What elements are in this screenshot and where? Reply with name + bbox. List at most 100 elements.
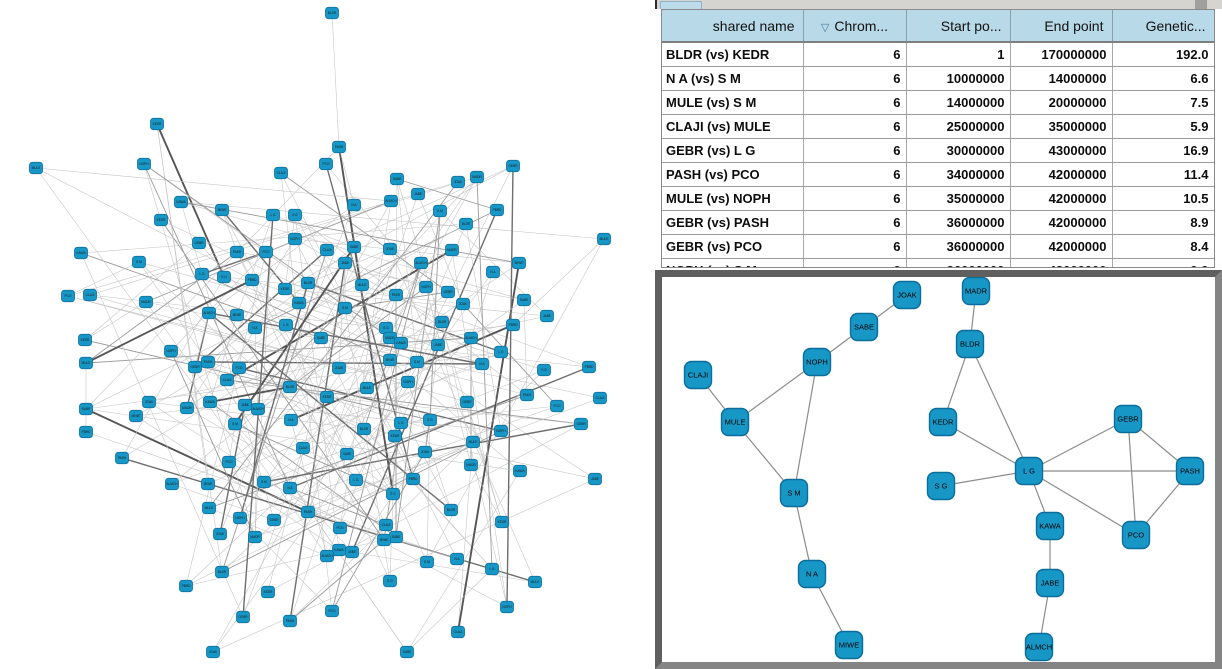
- table-row[interactable]: CLAJI (vs) MULE 6 25000000 35000000 5.9: [662, 114, 1214, 139]
- network-node[interactable]: [588, 472, 602, 486]
- network-overview-panel[interactable]: BLDR KEDR MULE NOPH GEBR PASH PCO CLAJI SABE JOAK…: [0, 0, 655, 669]
- network-node[interactable]: [1014, 456, 1044, 486]
- cell-genetic-distance[interactable]: 16.9: [1112, 138, 1214, 163]
- network-node[interactable]: [494, 424, 508, 438]
- cell-start-position[interactable]: 30000000: [906, 138, 1011, 163]
- network-node[interactable]: [401, 375, 415, 389]
- cell-start-position[interactable]: 36000000: [906, 258, 1011, 267]
- cell-shared-name[interactable]: NOPH (vs) S M: [662, 258, 804, 267]
- network-node[interactable]: [1024, 632, 1054, 662]
- network-node[interactable]: [520, 388, 534, 402]
- network-node[interactable]: [202, 306, 216, 320]
- network-edge[interactable]: [1028, 470, 1137, 536]
- cell-genetic-distance[interactable]: 192.0: [1112, 42, 1214, 67]
- cell-shared-name[interactable]: BLDR (vs) KEDR: [662, 42, 804, 67]
- network-node[interactable]: [288, 208, 302, 222]
- cell-genetic-distance[interactable]: 5.9: [1112, 114, 1214, 139]
- network-node[interactable]: [179, 579, 193, 593]
- network-node[interactable]: [215, 203, 229, 217]
- network-node[interactable]: [464, 331, 478, 345]
- table-tab[interactable]: [660, 1, 702, 9]
- network-node[interactable]: [486, 265, 500, 279]
- table-row[interactable]: NOPH (vs) S M636000000420000009.9: [662, 258, 1214, 267]
- network-node[interactable]: [928, 407, 958, 437]
- network-node[interactable]: [394, 336, 408, 350]
- network-node[interactable]: [338, 301, 352, 315]
- cell-end-point[interactable]: 20000000: [1010, 90, 1113, 115]
- cell-end-point[interactable]: 42000000: [1010, 258, 1113, 267]
- network-node[interactable]: [411, 187, 425, 201]
- network-node[interactable]: [834, 630, 864, 660]
- network-node[interactable]: [261, 585, 275, 599]
- network-node[interactable]: [292, 296, 306, 310]
- network-node[interactable]: [78, 333, 92, 347]
- network-node[interactable]: [29, 161, 43, 175]
- network-node[interactable]: [528, 575, 542, 589]
- network-node[interactable]: [228, 417, 242, 431]
- network-node[interactable]: [314, 331, 328, 345]
- network-node[interactable]: [115, 451, 129, 465]
- network-edge[interactable]: [969, 343, 1030, 472]
- cell-end-point[interactable]: 14000000: [1010, 66, 1113, 91]
- network-node[interactable]: [414, 256, 428, 270]
- network-node[interactable]: [79, 425, 93, 439]
- cell-start-position[interactable]: 25000000: [906, 114, 1011, 139]
- network-node[interactable]: [386, 487, 400, 501]
- network-node[interactable]: [132, 255, 146, 269]
- cell-start-position[interactable]: 34000000: [906, 162, 1011, 187]
- network-node[interactable]: [383, 353, 397, 367]
- network-node[interactable]: [174, 195, 188, 209]
- network-node[interactable]: [464, 458, 478, 472]
- table-row[interactable]: GEBR (vs) PCO 6 36000000 42000000 8.4: [662, 234, 1214, 259]
- cell-end-point[interactable]: 42000000: [1010, 162, 1113, 187]
- network-node[interactable]: [347, 198, 361, 212]
- cell-genetic-distance[interactable]: 6.6: [1112, 66, 1214, 91]
- network-node[interactable]: [195, 267, 209, 281]
- network-node[interactable]: [410, 355, 424, 369]
- network-node[interactable]: [574, 417, 588, 431]
- network-node[interactable]: [201, 477, 215, 491]
- cell-chromosome[interactable]: 6: [803, 234, 907, 259]
- cell-start-position[interactable]: 1: [906, 42, 1011, 67]
- cell-genetic-distance[interactable]: 8.9: [1112, 210, 1214, 235]
- network-node[interactable]: [215, 565, 229, 579]
- network-node[interactable]: [797, 559, 827, 589]
- network-node[interactable]: [61, 289, 75, 303]
- cell-end-point[interactable]: 42000000: [1010, 234, 1113, 259]
- network-node[interactable]: [802, 347, 832, 377]
- network-node[interactable]: [445, 243, 459, 257]
- network-node[interactable]: [394, 416, 408, 430]
- network-node[interactable]: [201, 355, 215, 369]
- network-node[interactable]: [459, 217, 473, 231]
- network-node[interactable]: [188, 360, 202, 374]
- cell-end-point[interactable]: 43000000: [1010, 138, 1113, 163]
- network-node[interactable]: [1113, 404, 1143, 434]
- cell-start-position[interactable]: 14000000: [906, 90, 1011, 115]
- network-node[interactable]: [139, 295, 153, 309]
- network-node[interactable]: [79, 402, 93, 416]
- network-node[interactable]: [333, 521, 347, 535]
- network-node[interactable]: [955, 329, 985, 359]
- cell-shared-name[interactable]: PASH (vs) PCO: [662, 162, 804, 187]
- network-node[interactable]: [325, 604, 339, 618]
- cell-start-position[interactable]: 36000000: [906, 234, 1011, 259]
- network-edge[interactable]: [793, 361, 818, 494]
- network-node[interactable]: [355, 278, 369, 292]
- network-node[interactable]: [593, 391, 607, 405]
- network-node[interactable]: [245, 273, 259, 287]
- network-node[interactable]: [332, 361, 346, 375]
- network-node[interactable]: [537, 363, 551, 377]
- network-node[interactable]: [388, 429, 402, 443]
- network-node[interactable]: [494, 345, 508, 359]
- network-node[interactable]: [79, 356, 93, 370]
- network-edge[interactable]: [734, 361, 818, 423]
- network-node[interactable]: [301, 276, 315, 290]
- network-edge[interactable]: [942, 421, 1030, 472]
- network-node[interactable]: [460, 395, 474, 409]
- network-node[interactable]: [320, 243, 334, 257]
- network-node[interactable]: [450, 552, 464, 566]
- column-header-genetic[interactable]: Genetic...: [1112, 10, 1214, 43]
- network-node[interactable]: [423, 413, 437, 427]
- table-row[interactable]: PASH (vs) PCO 6 34000000 42000000 11.4: [662, 162, 1214, 187]
- network-edge[interactable]: [940, 470, 1030, 487]
